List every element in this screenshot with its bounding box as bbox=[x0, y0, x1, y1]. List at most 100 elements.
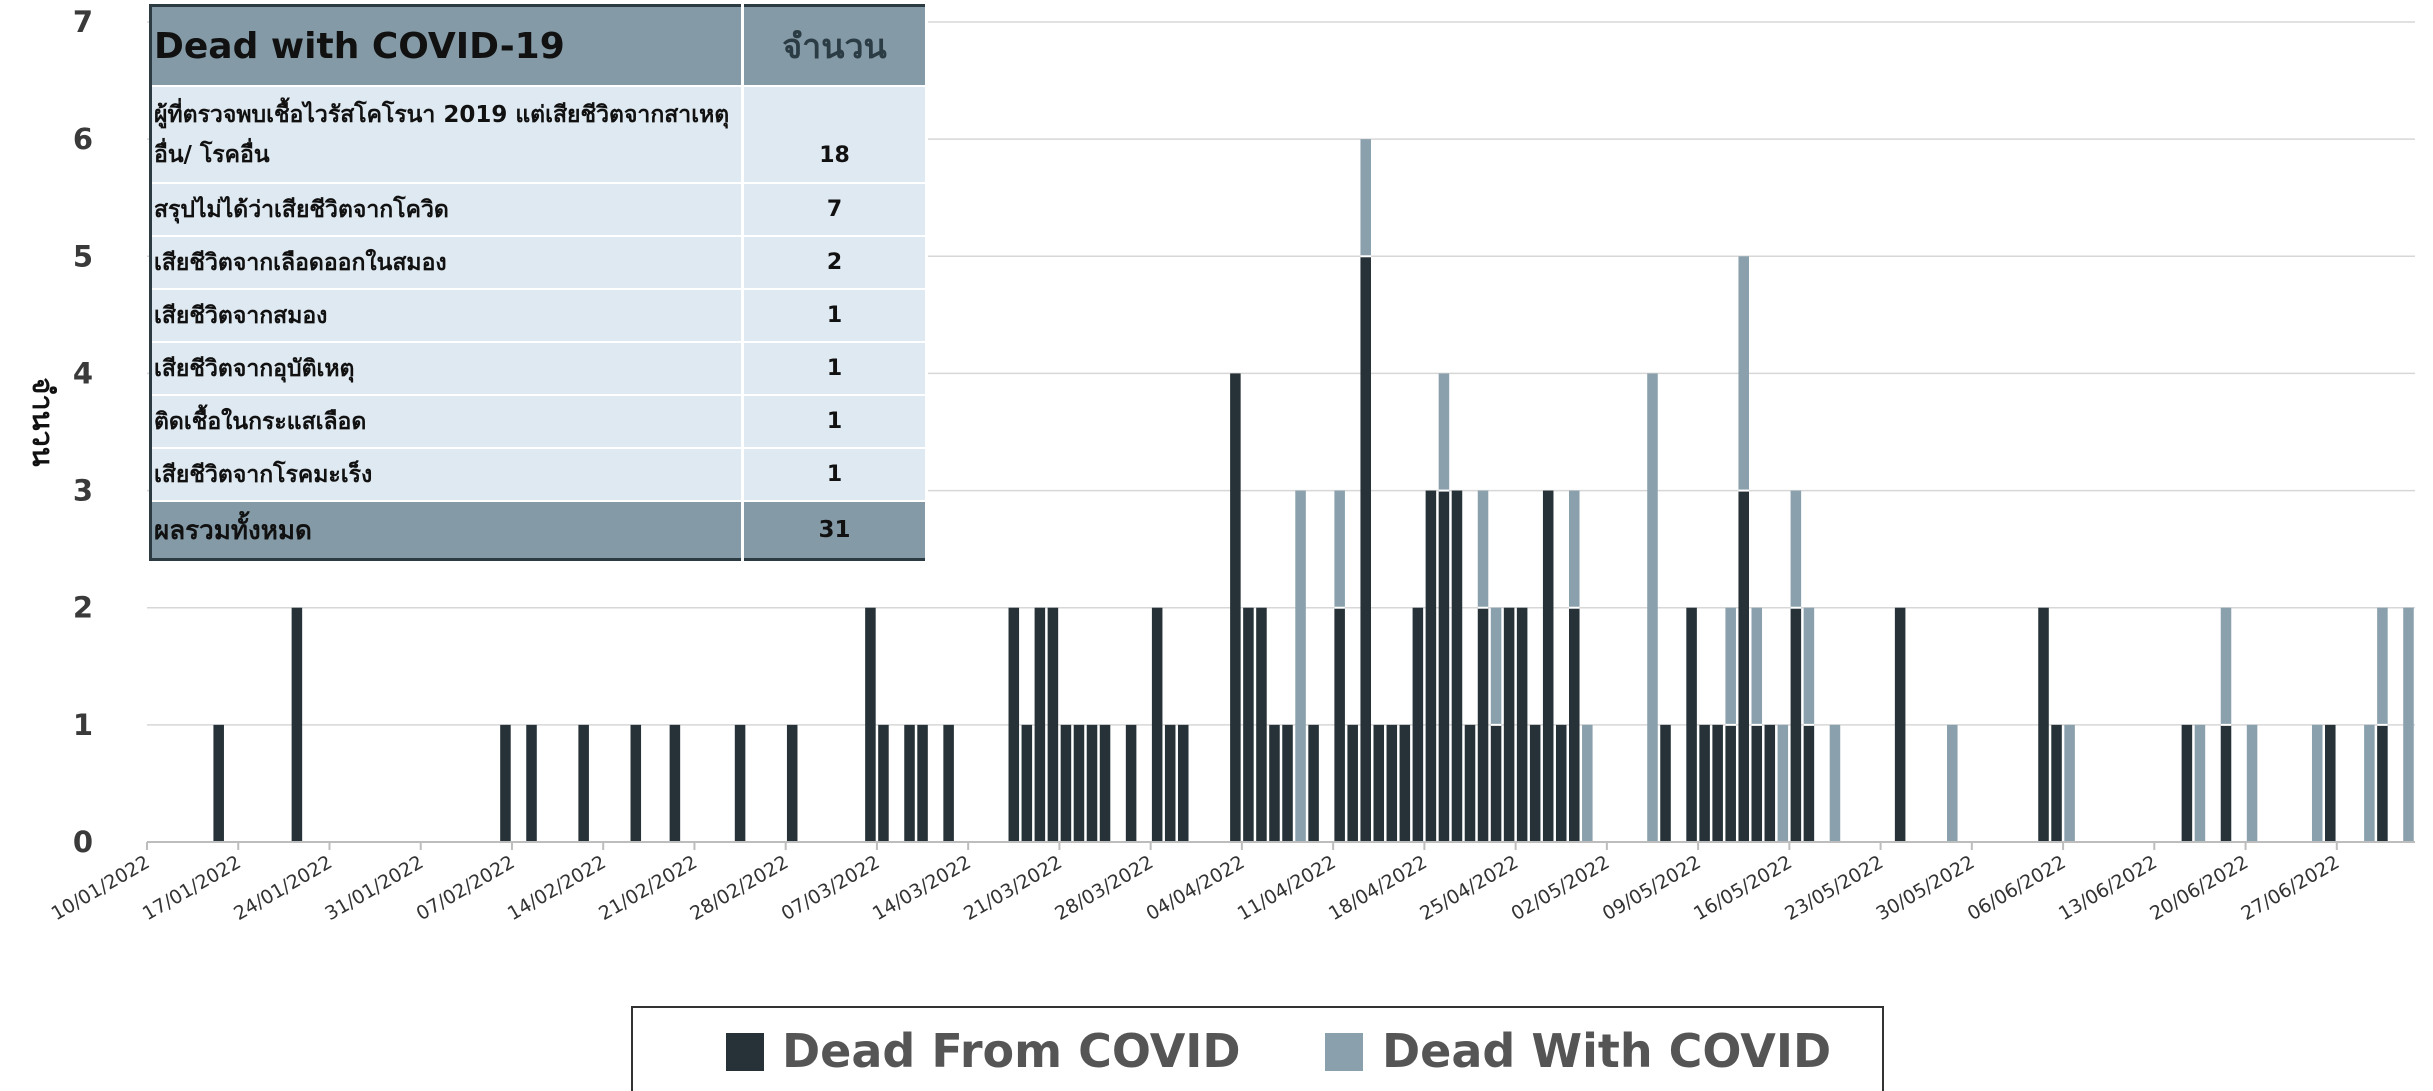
bar-dead-from-covid bbox=[1542, 490, 1554, 842]
bar-dead-from-covid bbox=[1425, 490, 1437, 842]
bar-dead-with-covid bbox=[2403, 607, 2414, 842]
bar-dead-from-covid bbox=[1569, 607, 1580, 842]
bar-dead-from-covid bbox=[1256, 607, 1267, 842]
row-count: 2 bbox=[742, 236, 928, 290]
bar-dead-with-covid bbox=[1725, 607, 1736, 725]
bar-dead-from-covid bbox=[904, 724, 915, 842]
bar-dead-from-covid bbox=[2377, 724, 2388, 842]
bar-dead-with-covid bbox=[1829, 724, 1841, 842]
x-tick-label: 09/05/2022 bbox=[1599, 851, 1705, 925]
row-label: เสียชีวิตจากโรคมะเร็ง bbox=[150, 448, 744, 502]
bar-dead-with-covid bbox=[1569, 490, 1580, 608]
bar-dead-with-covid bbox=[1803, 607, 1815, 725]
bar-dead-with-covid bbox=[1438, 373, 1450, 491]
row-label: สรุปไม่ได้ว่าเสียชีวิตจากโควิด bbox=[150, 183, 744, 237]
total-label: ผลรวมทั้งหมด bbox=[150, 501, 744, 561]
bar-dead-from-covid bbox=[1399, 724, 1411, 842]
bar-dead-with-covid bbox=[1751, 607, 1763, 725]
bar-dead-from-covid bbox=[1177, 724, 1189, 842]
x-tick-label: 27/06/2022 bbox=[2237, 851, 2343, 925]
bar-dead-with-covid bbox=[1790, 490, 1802, 608]
row-label: ผู้ที่ตรวจพบเชื้อไวรัสโคโรนา 2019 แต่เสี… bbox=[150, 86, 744, 184]
bar-dead-from-covid bbox=[291, 607, 303, 842]
legend-label-from-covid: Dead From COVID bbox=[782, 1024, 1241, 1078]
row-label: เสียชีวิตจากอุบัติเหตุ bbox=[150, 342, 744, 396]
row-count: 7 bbox=[742, 183, 928, 237]
bar-dead-from-covid bbox=[786, 724, 798, 842]
bar-dead-from-covid bbox=[1282, 724, 1293, 842]
row-count: 1 bbox=[742, 342, 928, 396]
x-tick-label: 21/03/2022 bbox=[960, 851, 1066, 925]
bar-dead-from-covid bbox=[1243, 607, 1254, 842]
bar-dead-from-covid bbox=[1490, 724, 1502, 842]
bar-dead-from-covid bbox=[1230, 373, 1241, 842]
summary-table-row: สรุปไม่ได้ว่าเสียชีวิตจากโควิด 7 bbox=[150, 183, 928, 237]
bar-dead-with-covid bbox=[2194, 724, 2206, 842]
bar-dead-from-covid bbox=[1451, 490, 1463, 842]
bar-dead-from-covid bbox=[917, 724, 928, 842]
bar-dead-with-covid bbox=[1477, 490, 1489, 608]
bar-dead-from-covid bbox=[1725, 724, 1736, 842]
row-label: เสียชีวิตจากเลือดออกในสมอง bbox=[150, 236, 744, 290]
summary-table-row: ผู้ที่ตรวจพบเชื้อไวรัสโคโรนา 2019 แต่เสี… bbox=[150, 86, 928, 184]
y-tick-label: 5 bbox=[73, 239, 93, 273]
row-label: เสียชีวิตจากสมอง bbox=[150, 289, 744, 343]
bar-dead-from-covid bbox=[1738, 490, 1749, 842]
x-tick-label: 11/04/2022 bbox=[1234, 851, 1340, 925]
x-tick-label: 28/03/2022 bbox=[1051, 851, 1157, 925]
bar-dead-from-covid bbox=[1529, 724, 1541, 842]
legend: Dead From COVID Dead With COVID bbox=[631, 1006, 1884, 1091]
bar-dead-from-covid bbox=[1555, 724, 1567, 842]
bar-dead-from-covid bbox=[1712, 724, 1723, 842]
summary-table: Dead with COVID-19 จำนวน ผู้ที่ตรวจพบเชื… bbox=[149, 4, 928, 561]
x-tick-label: 04/04/2022 bbox=[1143, 851, 1249, 925]
x-tick-label: 28/02/2022 bbox=[686, 851, 792, 925]
bar-dead-with-covid bbox=[1947, 724, 1958, 842]
bar-dead-from-covid bbox=[1386, 724, 1398, 842]
summary-table-count-header: จำนวน bbox=[742, 5, 928, 87]
row-count: 18 bbox=[742, 86, 928, 184]
bar-dead-from-covid bbox=[1477, 607, 1489, 842]
bar-dead-with-covid bbox=[2064, 724, 2075, 842]
summary-table-row: เสียชีวิตจากอุบัติเหตุ 1 bbox=[150, 342, 928, 396]
y-tick-label: 1 bbox=[73, 708, 93, 742]
summary-table-title: Dead with COVID-19 bbox=[150, 5, 744, 87]
legend-label-with-covid: Dead With COVID bbox=[1382, 1024, 1831, 1078]
bar-dead-from-covid bbox=[669, 724, 681, 842]
bar-dead-with-covid bbox=[1490, 607, 1502, 725]
bar-dead-from-covid bbox=[1334, 607, 1345, 842]
bar-dead-from-covid bbox=[1034, 607, 1046, 842]
bar-dead-from-covid bbox=[1060, 724, 1072, 842]
y-tick-label: 4 bbox=[73, 356, 93, 390]
bar-dead-from-covid bbox=[2038, 607, 2049, 842]
bar-dead-from-covid bbox=[1503, 607, 1515, 842]
bar-dead-from-covid bbox=[500, 724, 511, 842]
x-tick-label: 24/01/2022 bbox=[230, 851, 336, 925]
bar-dead-from-covid bbox=[1151, 607, 1163, 842]
y-tick-label: 2 bbox=[73, 591, 93, 625]
bar-dead-from-covid bbox=[2051, 724, 2062, 842]
bar-dead-from-covid bbox=[1686, 607, 1697, 842]
y-tick-label: 3 bbox=[73, 474, 93, 508]
bars bbox=[213, 139, 2414, 842]
y-axis-label: จำนวน bbox=[26, 377, 60, 466]
bar-dead-from-covid bbox=[1125, 724, 1137, 842]
bar-dead-from-covid bbox=[865, 607, 876, 842]
x-tick-label: 30/05/2022 bbox=[1872, 851, 1978, 925]
bar-dead-from-covid bbox=[1516, 607, 1528, 842]
bar-dead-from-covid bbox=[1047, 607, 1059, 842]
bar-dead-from-covid bbox=[943, 724, 954, 842]
bar-dead-with-covid bbox=[2246, 724, 2258, 842]
bar-dead-from-covid bbox=[1699, 724, 1710, 842]
bar-dead-from-covid bbox=[1008, 607, 1020, 842]
bar-dead-from-covid bbox=[2181, 724, 2193, 842]
x-tick-label: 23/05/2022 bbox=[1781, 851, 1887, 925]
bar-dead-from-covid bbox=[1360, 256, 1371, 842]
row-label: ติดเชื้อในกระแสเลือด bbox=[150, 395, 744, 449]
bar-dead-with-covid bbox=[2220, 607, 2232, 725]
bar-dead-from-covid bbox=[1764, 724, 1776, 842]
bar-dead-with-covid bbox=[1295, 490, 1306, 842]
bar-dead-from-covid bbox=[213, 724, 224, 842]
x-tick-label: 25/04/2022 bbox=[1416, 851, 1522, 925]
legend-swatch-with-covid bbox=[1325, 1033, 1363, 1071]
